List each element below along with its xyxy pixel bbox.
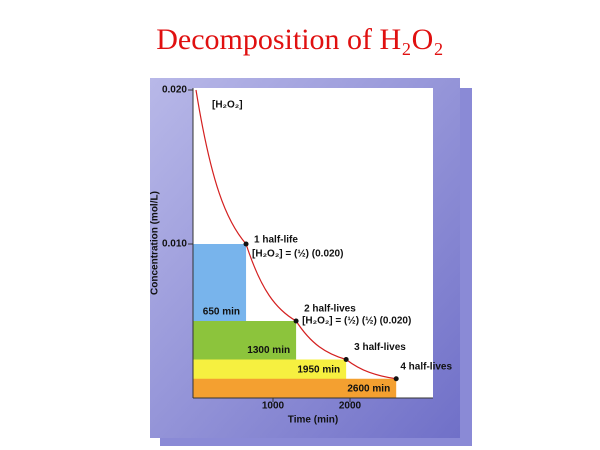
half-life-band: [193, 378, 397, 398]
band-label: 1300 min: [247, 345, 290, 356]
x-tick-label: 2000: [339, 401, 362, 412]
point-label: 3 half-lives: [354, 342, 406, 353]
chart-title: Decomposition of H₂O₂: [156, 23, 444, 56]
point-label: 1 half-life: [254, 235, 298, 246]
band-label: 650 min: [203, 307, 240, 318]
half-life-point: [293, 318, 299, 324]
series-label: [H₂O₂]: [212, 100, 243, 111]
point-label: 2 half-lives: [304, 304, 356, 315]
half-life-point: [393, 376, 399, 382]
y-tick-label: 0.010: [162, 239, 187, 250]
y-tick-label: 0.020: [162, 85, 187, 96]
half-life-point: [343, 357, 349, 362]
half-life-point: [243, 241, 249, 247]
band-label: 2600 min: [347, 384, 390, 395]
point-formula: [H₂O₂] = (½) (½) (0.020): [302, 316, 411, 327]
x-axis-title: Time (min): [288, 415, 338, 426]
point-formula: [H₂O₂] = (½) (0.020): [252, 249, 343, 260]
x-tick-label: 1000: [262, 401, 285, 412]
y-axis-title: Concentration (mol/L): [150, 191, 161, 295]
decay-curve: [195, 89, 397, 380]
point-label: 4 half-lives: [400, 361, 452, 372]
band-label: 1950 min: [297, 364, 340, 375]
